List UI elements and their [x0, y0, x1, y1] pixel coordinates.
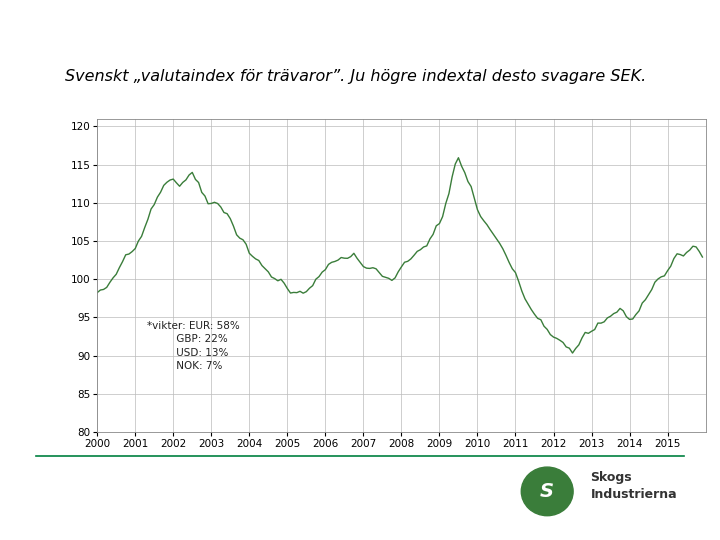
Text: S: S: [540, 482, 554, 501]
Text: *vikter: EUR: 58%
         GBP: 22%
         USD: 13%
         NOK: 7%: *vikter: EUR: 58% GBP: 22% USD: 13% NOK:…: [147, 321, 239, 371]
Text: Skogs
Industrierna: Skogs Industrierna: [590, 471, 677, 501]
Text: Svenskt „valutaindex för trävaror”. Ju högre indextal desto svagare SEK.: Svenskt „valutaindex för trävaror”. Ju h…: [65, 69, 646, 84]
Circle shape: [521, 467, 573, 516]
